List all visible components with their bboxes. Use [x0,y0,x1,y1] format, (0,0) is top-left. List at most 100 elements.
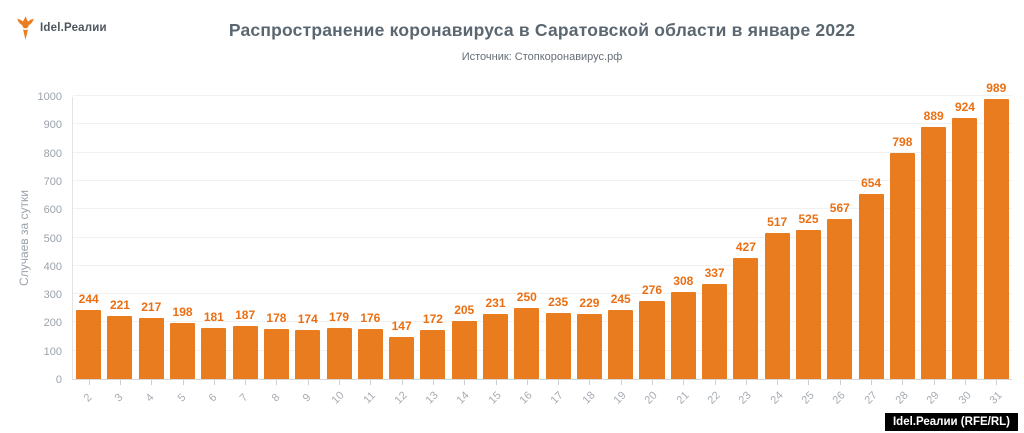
x-axis-tick [745,380,747,385]
x-axis-tick [620,380,622,385]
bar-slot: 198 [167,97,198,385]
x-axis-tick [714,380,716,385]
x-tick-label: 31 [987,389,1005,407]
x-tick-label: 14 [455,389,473,407]
x-axis-tick [871,380,873,385]
bar [138,317,164,379]
x-axis-tick [964,380,966,385]
bar-value-label: 245 [610,291,631,306]
y-tick-label: 100 [43,345,62,358]
bar [889,153,915,379]
bar [263,328,289,379]
bar [764,232,790,379]
bars-row: 244 221 217 198 181 187 178 174 179 176 147 172 205 2… [73,82,1012,385]
bar-slot: 427 [730,97,761,385]
bar-value-label: 198 [172,304,193,319]
bar-slot: 308 [668,97,699,385]
bar-slot: 231 [480,97,511,385]
bar [514,308,540,379]
x-axis-tick [401,380,403,385]
bar-slot: 235 [542,97,573,385]
x-tick-label: 11 [361,389,378,407]
x-tick-label: 12 [392,389,410,407]
bar [451,321,477,379]
x-tick-label: 30 [956,389,974,407]
bar [107,316,133,379]
x-tick-label: 19 [611,389,629,407]
bar [608,309,634,379]
x-tick-label: 18 [580,389,598,407]
bar-slot: 924 [949,97,980,385]
x-axis-tick [558,380,560,385]
x-tick-label: 27 [862,389,880,407]
bar-slot: 147 [386,97,417,385]
bar-value-label: 147 [391,319,412,334]
bar [795,230,821,379]
bar [201,327,227,379]
x-tick-label: 29 [924,389,943,407]
x-axis-tick [432,380,434,385]
bar-value-label: 924 [954,99,975,114]
x-axis-tick [839,380,841,385]
x-tick-label: 23 [736,389,755,407]
y-tick-label: 400 [43,260,62,273]
attribution-badge: Idel.Реалии (RFE/RL) [884,413,1018,431]
y-tick-label: 200 [43,317,62,330]
bar [420,330,446,379]
bar [76,309,102,379]
bar-value-label: 229 [579,296,600,311]
x-axis-tick [589,380,591,385]
torch-icon [16,16,35,40]
bar-value-label: 172 [422,312,443,327]
x-axis-tick [808,380,810,385]
x-axis-tick [88,380,90,385]
y-tick-label: 600 [43,204,62,217]
y-tick-label: 800 [43,147,62,160]
grid-line [73,179,1012,181]
grid-line [73,349,1012,351]
grid-line [73,208,1012,210]
x-tick-label: 20 [642,389,661,407]
x-axis-tick [182,380,184,385]
chart-subtitle: Источник: Стопкоронавирус.рф [461,51,623,63]
bar-value-label: 517 [767,214,788,229]
x-axis-tick [495,380,497,385]
y-tick-label: 500 [43,232,62,245]
y-tick-label: 700 [43,175,62,188]
x-tick-label: 26 [830,389,849,407]
grid-line [73,236,1012,238]
y-tick-label: 300 [43,289,62,302]
bar [670,291,696,379]
x-axis-tick [683,380,685,385]
bar-value-label: 567 [829,200,850,215]
x-axis-tick [464,380,466,385]
x-axis-tick [213,380,215,385]
x-tick-label: 8 [269,391,283,405]
x-axis-tick [777,380,779,385]
x-tick-label: 24 [768,389,786,407]
x-tick-label: 9 [300,391,314,405]
logo: Idel.Реалии [16,16,107,40]
bar [639,300,665,379]
x-tick-label: 25 [799,389,817,407]
bar-value-label: 217 [141,299,162,314]
bar-slot: 187 [229,97,260,385]
bar-slot: 989 [981,82,1012,385]
bar-value-label: 187 [235,308,256,323]
bar-value-label: 798 [892,135,913,150]
x-tick-label: 22 [705,389,723,407]
bar-slot: 217 [136,97,167,385]
x-tick-label: 2 [81,391,95,405]
x-axis-tick [119,380,121,385]
bar [232,326,258,379]
bar-slot: 229 [574,97,605,385]
y-tick-label: 0 [55,374,62,386]
y-tick-label: 900 [43,119,62,132]
bar-slot: 798 [887,97,918,385]
bar-slot: 181 [198,97,229,385]
x-axis-labels: 2 3 4 5 6 7 8 9 10 11 12 13 14 15 16 17 18 19 20 21 22 23 24 25… [72,388,1012,406]
bar-slot: 337 [699,97,730,385]
x-tick-label: 3 [112,391,126,405]
bar [702,283,728,379]
x-axis-tick [339,380,341,385]
